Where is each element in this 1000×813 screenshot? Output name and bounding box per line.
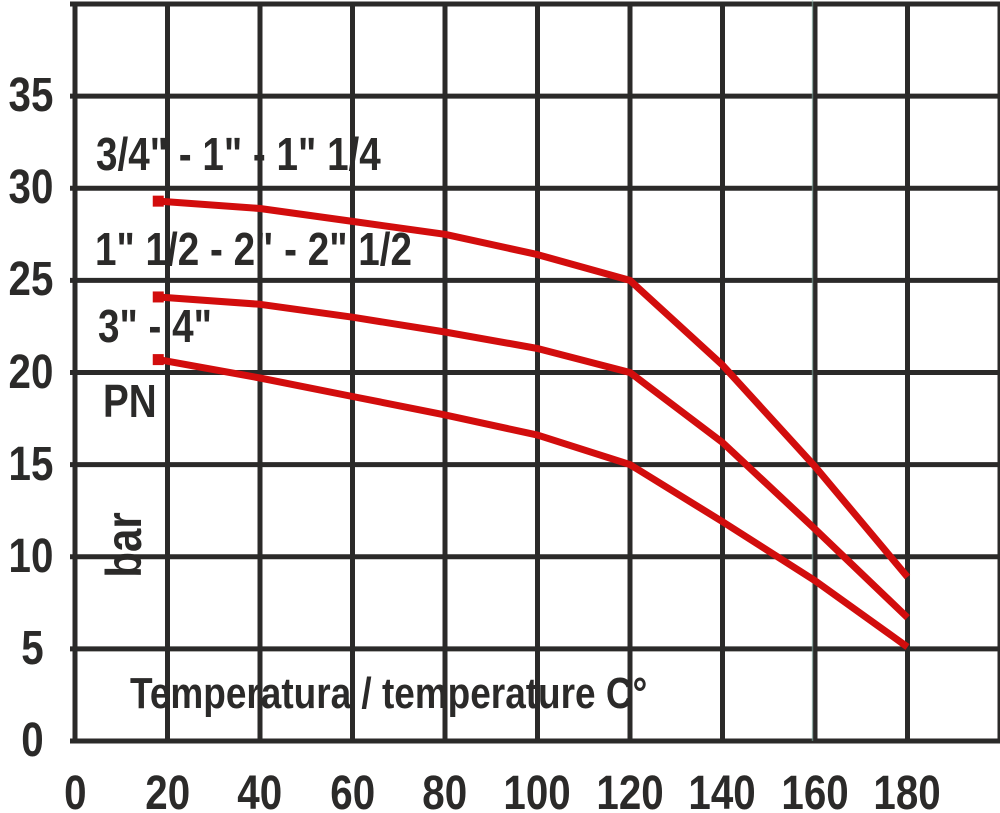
y-tick-label-15: 15 xyxy=(0,440,54,489)
x-tick-label-40: 40 xyxy=(200,767,320,813)
x-tick-label-text: 20 xyxy=(145,767,190,813)
series-label-small-sizes-text: 3/4" - 1" - 1" 1/4 xyxy=(96,128,381,180)
rating-curve-1 xyxy=(158,293,910,621)
series-label-large-sizes: 3" - 4" xyxy=(98,303,234,349)
x-tick-label-text: 180 xyxy=(873,767,942,813)
y-tick-label-35: 35 xyxy=(0,72,54,120)
x-tick-label-text: 0 xyxy=(63,767,87,813)
x-tick-label-0: 0 xyxy=(15,767,135,813)
x-tick-label-180: 180 xyxy=(848,767,968,813)
series-label-medium-sizes: 1" 1/2 - 2" - 2" 1/2 xyxy=(95,226,472,272)
series-label-medium-sizes-text: 1" 1/2 - 2" - 2" 1/2 xyxy=(95,223,413,275)
x-tick-label-text: 120 xyxy=(596,767,664,813)
series-label-small-sizes: 3/4" - 1" - 1" 1/4 xyxy=(96,131,435,177)
y-tick-label-text: 5 xyxy=(21,621,44,675)
x-tick-label-text: 60 xyxy=(330,767,375,813)
rating-curves xyxy=(152,195,911,650)
x-axis-title: Temperatura / temperature C° xyxy=(130,672,746,716)
x-tick-label-text: 40 xyxy=(237,767,283,813)
x-tick-label-text: 100 xyxy=(503,767,572,813)
curve-start-marker-2 xyxy=(152,354,164,366)
y-axis-unit-bar: bar xyxy=(96,506,152,584)
y-tick-label-25: 25 xyxy=(0,256,54,304)
rating-curve-2 xyxy=(157,356,910,650)
y-tick-label-text: 25 xyxy=(8,253,54,307)
x-tick-label-text: 160 xyxy=(781,767,849,813)
x-tick-label-100: 100 xyxy=(478,767,598,813)
y-tick-label-text: 20 xyxy=(8,345,54,399)
curve-start-marker-1 xyxy=(152,291,164,303)
y-axis-title-pn-text: PN xyxy=(103,375,157,427)
y-axis-unit-bar-text: bar xyxy=(96,512,152,578)
x-tick-label-160: 160 xyxy=(755,767,875,813)
y-tick-label-30: 30 xyxy=(0,164,54,212)
y-tick-label-text: 10 xyxy=(8,529,54,583)
x-tick-label-text: 80 xyxy=(422,767,468,813)
y-tick-label-text: 0 xyxy=(21,714,44,767)
x-axis-title-text: Temperatura / temperature C° xyxy=(130,669,648,718)
x-tick-label-80: 80 xyxy=(385,767,505,813)
x-tick-label-120: 120 xyxy=(570,767,690,813)
y-tick-label-20: 20 xyxy=(0,348,54,397)
x-tick-label-text: 140 xyxy=(688,767,757,813)
curve-start-marker-0 xyxy=(152,195,164,207)
y-tick-label-text: 15 xyxy=(8,437,54,491)
x-tick-label-60: 60 xyxy=(293,767,413,813)
y-tick-label-5: 5 xyxy=(0,621,44,675)
series-label-large-sizes-text: 3" - 4" xyxy=(98,300,212,352)
y-tick-label-0: 0 xyxy=(0,717,44,765)
x-tick-label-140: 140 xyxy=(663,767,783,813)
y-tick-label-text: 35 xyxy=(8,69,54,123)
rating-curve-0 xyxy=(158,197,911,580)
x-tick-label-20: 20 xyxy=(108,767,228,813)
y-axis-title-pn: PN xyxy=(103,378,167,424)
y-tick-label-10: 10 xyxy=(0,532,54,581)
y-tick-label-text: 30 xyxy=(8,161,54,215)
